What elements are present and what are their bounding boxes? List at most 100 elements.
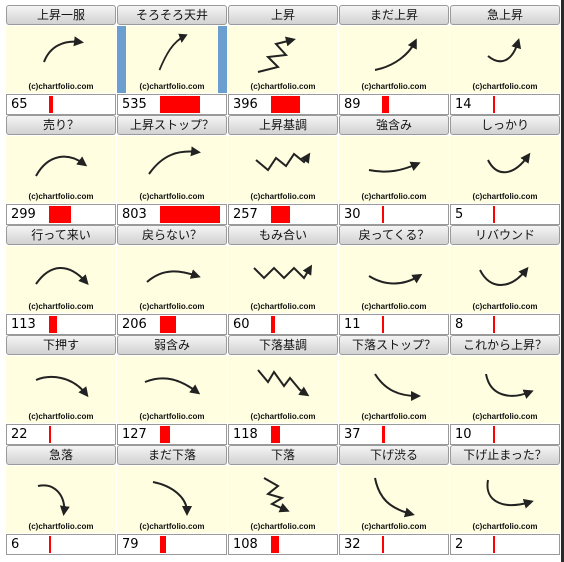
vote-bar-fill	[493, 316, 495, 333]
pattern-title-button[interactable]: 上昇	[228, 5, 338, 25]
pattern-title-button[interactable]: もみ合い	[228, 225, 338, 245]
round-trip-icon	[35, 267, 89, 285]
watermark-text: (c)chartfolio.com	[250, 82, 316, 91]
vote-bar-fill	[271, 426, 280, 443]
vote-footer: 206	[117, 314, 227, 335]
pattern-title-button[interactable]: 上昇基調	[228, 115, 338, 135]
pattern-chart-thumbnail[interactable]: (c)chartfolio.com	[6, 26, 116, 93]
pattern-title-button[interactable]: 強含み	[339, 115, 449, 135]
vote-bar-fill	[160, 96, 200, 113]
pattern-title-button[interactable]: 弱含み	[117, 335, 227, 355]
pattern-title-button[interactable]: 上昇一服	[6, 5, 116, 25]
sharp-curve-up-icon	[487, 38, 522, 63]
vote-footer: 22	[6, 424, 116, 445]
vote-bar	[493, 206, 553, 223]
vote-count: 8	[455, 317, 464, 332]
vote-count: 65	[11, 97, 28, 112]
pattern-title-button[interactable]: リバウンド	[450, 225, 560, 245]
pattern-title-button[interactable]: 急上昇	[450, 5, 560, 25]
pattern-title-button[interactable]: まだ上昇	[339, 5, 449, 25]
pattern-title-button[interactable]: まだ下落	[117, 445, 227, 465]
vote-count: 113	[11, 317, 36, 332]
vote-bar-fill	[493, 426, 495, 443]
curve-fall-icon	[152, 481, 192, 516]
pattern-chart-thumbnail[interactable]: (c)chartfolio.com	[117, 246, 227, 313]
pattern-title-button[interactable]: 下落基調	[228, 335, 338, 355]
vote-bar-fill	[493, 536, 495, 553]
watermark-text: (c)chartfolio.com	[139, 412, 205, 421]
gentle-down-icon	[144, 377, 201, 395]
watermark-text: (c)chartfolio.com	[28, 82, 94, 91]
pattern-chart-thumbnail[interactable]: (c)chartfolio.com	[450, 356, 560, 423]
pattern-title-button[interactable]: 戻ってくる？	[339, 225, 449, 245]
vote-bar	[271, 206, 331, 223]
vote-footer: 8	[450, 314, 560, 335]
zigzag-up-icon	[257, 36, 296, 73]
pattern-chart-thumbnail[interactable]: (c)chartfolio.com	[228, 136, 338, 203]
pattern-title-button[interactable]: 下押す	[6, 335, 116, 355]
pattern-title-button[interactable]: 行って来い	[6, 225, 116, 245]
vote-bar-fill	[382, 536, 384, 553]
pattern-title-button[interactable]: 売り？	[6, 115, 116, 135]
arc-over-icon	[35, 155, 88, 177]
pattern-chart-thumbnail[interactable]: (c)chartfolio.com	[339, 136, 449, 203]
vote-bar	[493, 536, 553, 553]
pattern-title-button[interactable]: 下げ渋る	[339, 445, 449, 465]
pattern-title-button[interactable]: 上昇ストップ？	[117, 115, 227, 135]
vote-bar-fill	[382, 96, 389, 113]
vote-count: 803	[122, 207, 147, 222]
pattern-chart-thumbnail[interactable]: (c)chartfolio.com	[117, 356, 227, 423]
pattern-title-button[interactable]: 下落ストップ？	[339, 335, 449, 355]
pattern-chart-thumbnail[interactable]: (c)chartfolio.com	[339, 466, 449, 533]
pattern-chart-thumbnail[interactable]: (c)chartfolio.com	[6, 466, 116, 533]
pattern-chart-thumbnail[interactable]: (c)chartfolio.com	[339, 246, 449, 313]
shallow-bowl-icon	[368, 273, 423, 285]
pattern-chart-thumbnail[interactable]: (c)chartfolio.com	[228, 26, 338, 93]
vote-footer: 5	[450, 204, 560, 225]
watermark-text: (c)chartfolio.com	[361, 192, 427, 201]
pattern-chart-thumbnail[interactable]: (c)chartfolio.com	[450, 246, 560, 313]
pattern-chart-thumbnail[interactable]: (c)chartfolio.com	[6, 356, 116, 423]
dip-down-icon	[35, 376, 89, 398]
pattern-title-button[interactable]: そろそろ天井	[117, 5, 227, 25]
pattern-chart-thumbnail[interactable]: (c)chartfolio.com	[228, 356, 338, 423]
pattern-title-button[interactable]: 下げ止まった？	[450, 445, 560, 465]
pattern-title-button[interactable]: 戻らない？	[117, 225, 227, 245]
pattern-chart-thumbnail[interactable]: (c)chartfolio.com	[117, 26, 227, 93]
pattern-title-button[interactable]: 急落	[6, 445, 116, 465]
vote-footer: 60	[228, 314, 338, 335]
pattern-chart-thumbnail[interactable]: (c)chartfolio.com	[339, 26, 449, 93]
pattern-chart-thumbnail[interactable]: (c)chartfolio.com	[228, 246, 338, 313]
vote-footer: 127	[117, 424, 227, 445]
pattern-chart-thumbnail[interactable]: (c)chartfolio.com	[228, 466, 338, 533]
pattern-title-button[interactable]: これから上昇？	[450, 335, 560, 355]
pattern-title-button[interactable]: しっかり	[450, 115, 560, 135]
pattern-cell: まだ上昇 (c)chartfolio.com 89	[339, 5, 449, 115]
pattern-title-button[interactable]: 下落	[228, 445, 338, 465]
pattern-chart-thumbnail[interactable]: (c)chartfolio.com	[117, 136, 227, 203]
watermark-text: (c)chartfolio.com	[361, 302, 427, 311]
watermark-text: (c)chartfolio.com	[139, 192, 205, 201]
pattern-cell: 下落基調 (c)chartfolio.com 118	[228, 335, 338, 445]
pattern-cell: 弱含み (c)chartfolio.com 127	[117, 335, 227, 445]
vote-bar	[160, 536, 220, 553]
pattern-chart-thumbnail[interactable]: (c)chartfolio.com	[6, 136, 116, 203]
vote-footer: 79	[117, 534, 227, 555]
pattern-cell: 下落 (c)chartfolio.com 108	[228, 445, 338, 555]
pattern-chart-thumbnail[interactable]: (c)chartfolio.com	[117, 466, 227, 533]
watermark-text: (c)chartfolio.com	[28, 192, 94, 201]
pattern-chart-thumbnail[interactable]: (c)chartfolio.com	[450, 26, 560, 93]
pattern-chart-thumbnail[interactable]: (c)chartfolio.com	[6, 246, 116, 313]
vote-bar	[271, 96, 331, 113]
vote-footer: 30	[339, 204, 449, 225]
pattern-chart-thumbnail[interactable]: (c)chartfolio.com	[450, 466, 560, 533]
watermark-text: (c)chartfolio.com	[250, 522, 316, 531]
pattern-cell: まだ下落 (c)chartfolio.com 79	[117, 445, 227, 555]
fall-stop-icon	[486, 479, 534, 509]
pattern-chart-thumbnail[interactable]: (c)chartfolio.com	[450, 136, 560, 203]
vote-bar	[49, 316, 109, 333]
pattern-chart-thumbnail[interactable]: (c)chartfolio.com	[339, 356, 449, 423]
vote-bar	[382, 536, 442, 553]
vote-bar	[49, 426, 109, 443]
